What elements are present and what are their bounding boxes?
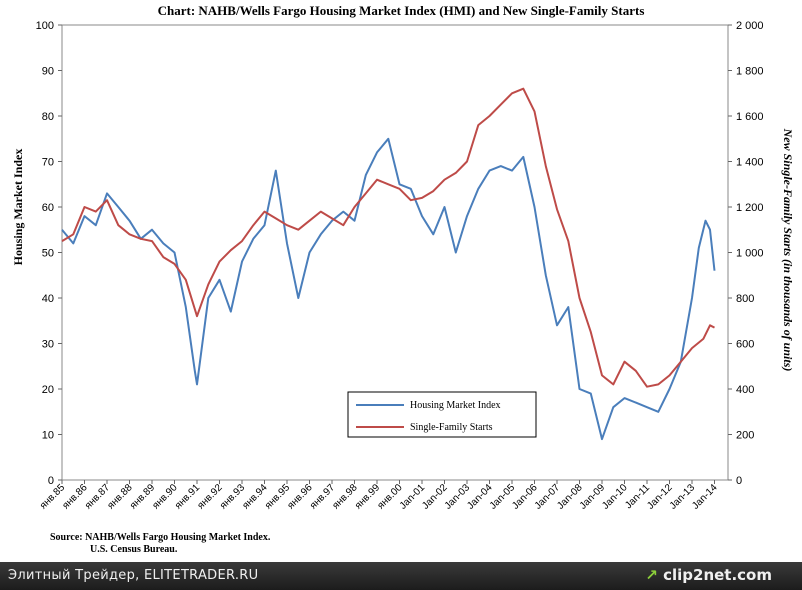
left-tick-label: 30	[42, 339, 54, 351]
right-tick-label: 800	[736, 293, 754, 305]
chart: Chart: NAHB/Wells Fargo Housing Market I…	[11, 3, 795, 512]
source-note: Source: NAHB/Wells Fargo Housing Market …	[50, 532, 270, 556]
left-tick-label: 60	[42, 202, 54, 214]
chart-title: Chart: NAHB/Wells Fargo Housing Market I…	[158, 3, 645, 18]
right-tick-label: 600	[736, 339, 754, 351]
legend-label-starts: Single-Family Starts	[410, 422, 493, 433]
left-tick-label: 40	[42, 293, 54, 305]
right-axis: 0 200 400 600 800 1 000 1 200 1 400 1 600 1 800 2 …	[728, 20, 764, 487]
watermark-text: Элитный Трейдер, ELITETRADER.RU	[8, 568, 259, 583]
legend-box	[347, 391, 537, 438]
source-line-2: U.S. Census Bureau.	[90, 544, 178, 555]
right-tick-label: 1 600	[736, 111, 764, 123]
right-tick-label: 1 200	[736, 202, 764, 214]
x-tick-label: Jan-14	[690, 482, 720, 512]
right-tick-label: 0	[736, 475, 742, 487]
watermark-bar: Элитный Трейдер, ELITETRADER.RU ↗ clip2n…	[0, 562, 802, 590]
x-axis: янв.85янв.86янв.87янв.88янв.89янв.90янв.…	[38, 480, 720, 512]
left-tick-label: 50	[42, 248, 54, 260]
left-tick-label: 20	[42, 384, 54, 396]
right-tick-label: 1 400	[736, 157, 764, 169]
right-tick-label: 2 000	[736, 20, 764, 32]
left-tick-label: 70	[42, 157, 54, 169]
left-axis: 0 10 20 30 40 50 60 70 80 90 100	[36, 20, 62, 487]
left-tick-label: 80	[42, 111, 54, 123]
arrow-icon: ↗	[645, 566, 658, 584]
right-axis-label: New Single-Family Starts (in thousands o…	[781, 128, 795, 372]
series-layer	[61, 87, 716, 441]
right-tick-label: 400	[736, 384, 754, 396]
left-tick-label: 10	[42, 430, 54, 442]
left-tick-label: 0	[48, 475, 54, 487]
x-tick-label: Jan-10	[600, 482, 630, 512]
left-axis-label: Housing Market Index	[11, 149, 25, 266]
clip2net-logo-text: clip2net.com	[663, 566, 772, 584]
left-tick-label: 90	[42, 66, 54, 78]
legend: Housing Market Index Single-Family Start…	[347, 391, 537, 438]
left-tick-label: 100	[36, 20, 54, 32]
legend-label-hmi: Housing Market Index	[410, 400, 501, 411]
clip2net-logo: ↗ clip2net.com	[645, 566, 772, 584]
series-line-housing-market-index	[61, 137, 716, 441]
source-line-1: Source: NAHB/Wells Fargo Housing Market …	[50, 532, 271, 543]
right-tick-label: 1 000	[736, 248, 764, 260]
right-tick-label: 200	[736, 430, 754, 442]
series-line-single-family-starts	[61, 87, 715, 388]
right-tick-label: 1 800	[736, 66, 764, 78]
